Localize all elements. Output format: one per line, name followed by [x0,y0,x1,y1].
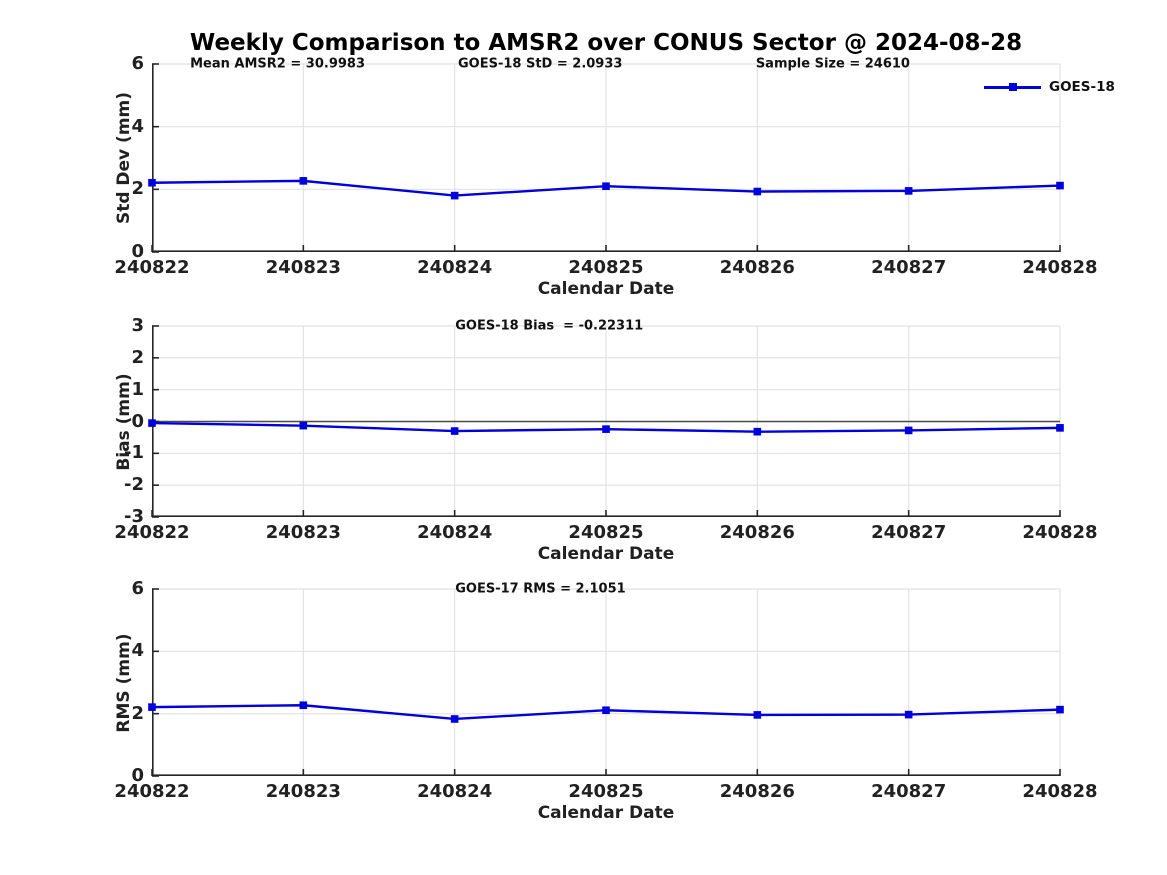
y-tick-label: 2 [131,702,144,724]
x-tick-label: 240822 [114,522,190,543]
plot-svg-std-dev [148,63,1064,253]
x-axis-label-bias: Calendar Date [537,544,675,564]
y-tick-label: 0 [131,765,144,786]
x-tick-label: 240825 [568,522,644,543]
x-tick-label: 240824 [417,781,493,802]
x-tick-label: 240824 [417,522,493,543]
axes-spines [151,588,1061,777]
y-tick-label: 4 [131,115,144,137]
x-tick-label: 240828 [1022,522,1098,543]
x-tick-label: 240828 [1022,257,1098,278]
x-tick-label: 240822 [114,257,190,278]
x-tick-label: 240825 [568,257,644,278]
x-tick-label: 240828 [1022,781,1098,802]
data-point-markers [148,701,1064,723]
annotation: Mean AMSR2 = 30.9983 [190,56,366,72]
x-tick-label: 240826 [719,257,795,278]
annotation: GOES-18 StD = 2.0933 [457,56,623,72]
y-tick-label: 6 [131,578,144,599]
x-tick-label: 240827 [871,522,947,543]
axes-spines [151,63,1061,253]
x-tick-label: 240827 [871,257,947,278]
x-tick-label: 240825 [568,781,644,802]
y-tick-label: -2 [124,474,144,496]
x-tick-label: 240824 [417,257,493,278]
y-tick-label: 3 [131,315,144,336]
x-tick-label: 240826 [719,522,795,543]
annotation: GOES-18 Bias = -0.22311 [455,318,644,334]
plot-svg-bias [148,325,1064,518]
legend-line-sample [984,83,1041,91]
legend: GOES-18 [984,79,1115,95]
gridlines [152,588,1061,776]
y-axis-label-std-dev: Std Dev (mm) [114,91,134,225]
x-tick-label: 240822 [114,781,190,802]
y-tick-label: 6 [131,53,144,74]
y-tick-label: 0 [131,410,144,432]
plot-area-std-dev [148,63,1064,253]
y-tick-label: 1 [131,378,144,400]
legend-square-marker-icon [1008,83,1017,91]
x-axis-label-rms: Calendar Date [537,803,675,823]
y-tick-label: -3 [124,506,144,527]
annotation: GOES-17 RMS = 2.1051 [455,581,626,597]
x-tick-label: 240823 [265,781,341,802]
figure-title: Weekly Comparison to AMSR2 over CONUS Se… [189,30,1023,56]
y-tick-label: 2 [131,346,144,368]
gridlines [152,63,1061,252]
plot-area-bias [148,325,1064,518]
y-tick-label: 4 [131,640,144,662]
x-axis-label-std-dev: Calendar Date [537,279,675,299]
y-tick-label: 2 [131,178,144,200]
legend-label: GOES-18 [1049,79,1115,95]
data-point-markers [148,419,1064,436]
y-tick-label: -1 [124,442,144,464]
plot-area-rms [148,588,1064,777]
annotation: Sample Size = 24610 [755,56,910,72]
data-point-markers [148,177,1064,200]
y-tick-label: 0 [131,241,144,262]
x-tick-label: 240826 [719,781,795,802]
x-tick-label: 240823 [265,257,341,278]
plot-svg-rms [148,588,1064,777]
x-tick-label: 240823 [265,522,341,543]
x-tick-label: 240827 [871,781,947,802]
